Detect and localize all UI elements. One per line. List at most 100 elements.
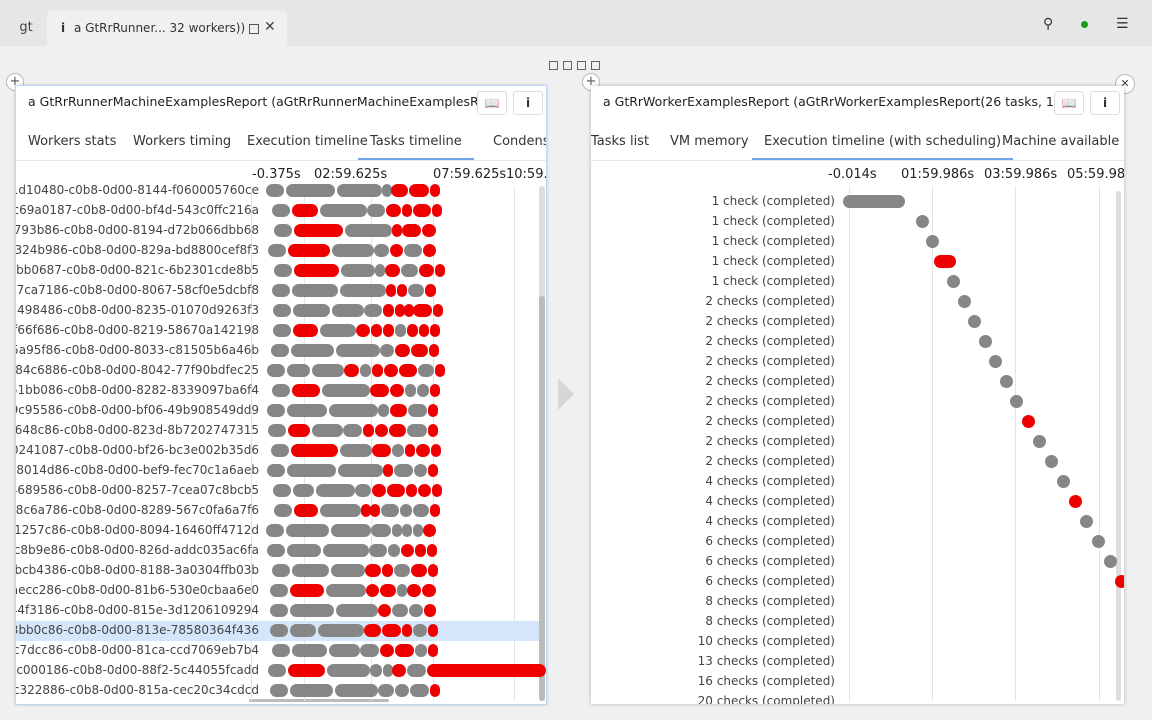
task-row-label[interactable]: 3c7dcc86-c0b8-0d00-81ca-ccd7069eb7b4 — [16, 643, 259, 657]
task-bar[interactable] — [392, 604, 409, 617]
task-bar[interactable] — [412, 524, 423, 537]
task-bar[interactable] — [370, 324, 382, 337]
task-bar[interactable] — [378, 684, 395, 697]
task-bar[interactable] — [404, 444, 415, 457]
task-bar[interactable] — [388, 424, 407, 437]
task-bar[interactable] — [394, 344, 411, 357]
task-mark[interactable] — [1033, 435, 1047, 448]
task-bar[interactable] — [427, 624, 438, 637]
task-bar[interactable] — [286, 524, 330, 537]
task-bar[interactable] — [287, 244, 331, 257]
task-bar[interactable] — [404, 244, 423, 257]
tab-machine-available-memory[interactable]: Machine available me — [1002, 134, 1124, 149]
task-bar[interactable] — [401, 524, 412, 537]
task-bar[interactable] — [312, 424, 343, 437]
task-bar[interactable] — [385, 204, 401, 217]
task-bar[interactable] — [372, 444, 391, 457]
task-row-label[interactable]: 8aecc286-c0b8-0d00-81b6-530e0cbaa6e0 — [16, 583, 259, 597]
task-bar[interactable] — [432, 304, 443, 317]
maximize-icon[interactable] — [249, 24, 259, 34]
task-bar[interactable] — [336, 604, 379, 617]
task-bar[interactable] — [289, 624, 317, 637]
task-bar[interactable] — [341, 264, 375, 277]
task-row-label[interactable]: 6 checks (completed) — [705, 554, 835, 568]
task-bar[interactable] — [290, 604, 335, 617]
tab-tasks-list[interactable]: Tasks list — [591, 134, 650, 149]
task-bar[interactable] — [289, 684, 333, 697]
task-bar[interactable] — [406, 484, 417, 497]
task-bar[interactable] — [287, 544, 321, 557]
task-row-label[interactable]: 10241087-c0b8-0d00-bf26-bc3e002b35d6 — [16, 443, 259, 457]
task-row-label[interactable]: c69a0187-c0b8-0d00-bf4d-543c0ffc216a — [16, 203, 259, 217]
task-bar[interactable] — [422, 584, 436, 597]
task-bar[interactable] — [268, 424, 287, 437]
task-bar[interactable] — [269, 624, 288, 637]
task-row-label[interactable]: 6c322886-c0b8-0d00-815a-cec20c34cdcd — [16, 683, 259, 697]
task-row-label[interactable]: a8014d86-c0b8-0d00-bef9-fec70c1a6aeb — [16, 463, 259, 477]
tab-vm-memory[interactable]: VM memory — [670, 134, 749, 149]
task-mark[interactable] — [1068, 495, 1082, 508]
task-bar[interactable] — [381, 504, 400, 517]
task-bar[interactable] — [370, 384, 389, 397]
task-bar[interactable] — [363, 624, 382, 637]
task-bar[interactable] — [423, 524, 436, 537]
task-bar[interactable] — [411, 344, 429, 357]
task-row-label[interactable]: 31793b86-c0b8-0d00-8194-d72b066dbb68 — [16, 223, 259, 237]
task-bar[interactable] — [318, 624, 364, 637]
task-row-label[interactable]: 8 checks (completed) — [705, 614, 835, 628]
task-bar[interactable] — [293, 484, 314, 497]
task-bar[interactable] — [382, 184, 393, 197]
task-bar[interactable] — [379, 344, 394, 357]
task-bar[interactable] — [382, 304, 394, 317]
task-bar[interactable] — [374, 264, 385, 277]
task-bar[interactable] — [320, 324, 356, 337]
task-row-label[interactable]: 2 checks (completed) — [705, 354, 835, 368]
vertical-scrollbar[interactable] — [1116, 191, 1121, 701]
tab-workers-stats[interactable]: Workers stats — [28, 134, 117, 149]
task-bar[interactable] — [271, 204, 290, 217]
task-bar[interactable] — [426, 544, 437, 557]
task-row-label[interactable]: 2 checks (completed) — [705, 414, 835, 428]
task-bar[interactable] — [382, 664, 393, 677]
task-mark[interactable] — [968, 315, 981, 328]
task-bar[interactable] — [342, 424, 362, 437]
task-mark[interactable] — [1010, 395, 1023, 408]
task-bar[interactable] — [398, 364, 417, 377]
task-bar[interactable] — [345, 224, 393, 237]
task-bar[interactable] — [287, 664, 326, 677]
task-bar[interactable] — [337, 184, 383, 197]
task-row-label[interactable]: 13 checks (completed) — [697, 654, 835, 668]
task-mark[interactable] — [926, 235, 939, 248]
task-mark[interactable] — [947, 275, 960, 288]
menu-icon[interactable]: ☰ — [1116, 16, 1129, 32]
task-bar[interactable] — [322, 544, 369, 557]
task-bar[interactable] — [328, 644, 360, 657]
task-bar[interactable] — [396, 284, 408, 297]
tab-condense[interactable]: Condense — [493, 134, 546, 149]
task-bar[interactable] — [354, 484, 371, 497]
task-row-label[interactable]: 8324b986-c0b8-0d00-829a-bd8800cef8f3 — [16, 243, 259, 257]
pane-dots[interactable] — [549, 55, 605, 74]
task-bar[interactable] — [380, 644, 395, 657]
task-bar[interactable] — [364, 304, 382, 317]
task-bar[interactable] — [421, 224, 436, 237]
task-bar[interactable] — [267, 544, 286, 557]
task-bar[interactable] — [266, 404, 285, 417]
task-bar[interactable] — [383, 464, 394, 477]
task-bar[interactable] — [429, 344, 440, 357]
task-bar[interactable] — [292, 384, 321, 397]
task-bar[interactable] — [391, 444, 404, 457]
task-bar[interactable] — [415, 444, 430, 457]
task-row-label[interactable]: 1 check (completed) — [711, 234, 835, 248]
task-row-label[interactable]: 8bbb0687-c0b8-0d00-821c-6b2301cde8b5 — [16, 263, 259, 277]
task-bar[interactable] — [272, 324, 291, 337]
task-bar[interactable] — [430, 684, 441, 697]
task-bar[interactable] — [384, 364, 398, 377]
task-bar[interactable] — [267, 244, 286, 257]
task-bar[interactable] — [417, 384, 429, 397]
tab-tasks-timeline[interactable]: Tasks timeline — [358, 134, 474, 160]
task-row-label[interactable]: 4 checks (completed) — [705, 514, 835, 528]
task-bar[interactable] — [413, 204, 431, 217]
task-row-label[interactable]: 20 checks (completed) — [697, 694, 835, 704]
task-bar[interactable] — [270, 344, 289, 357]
